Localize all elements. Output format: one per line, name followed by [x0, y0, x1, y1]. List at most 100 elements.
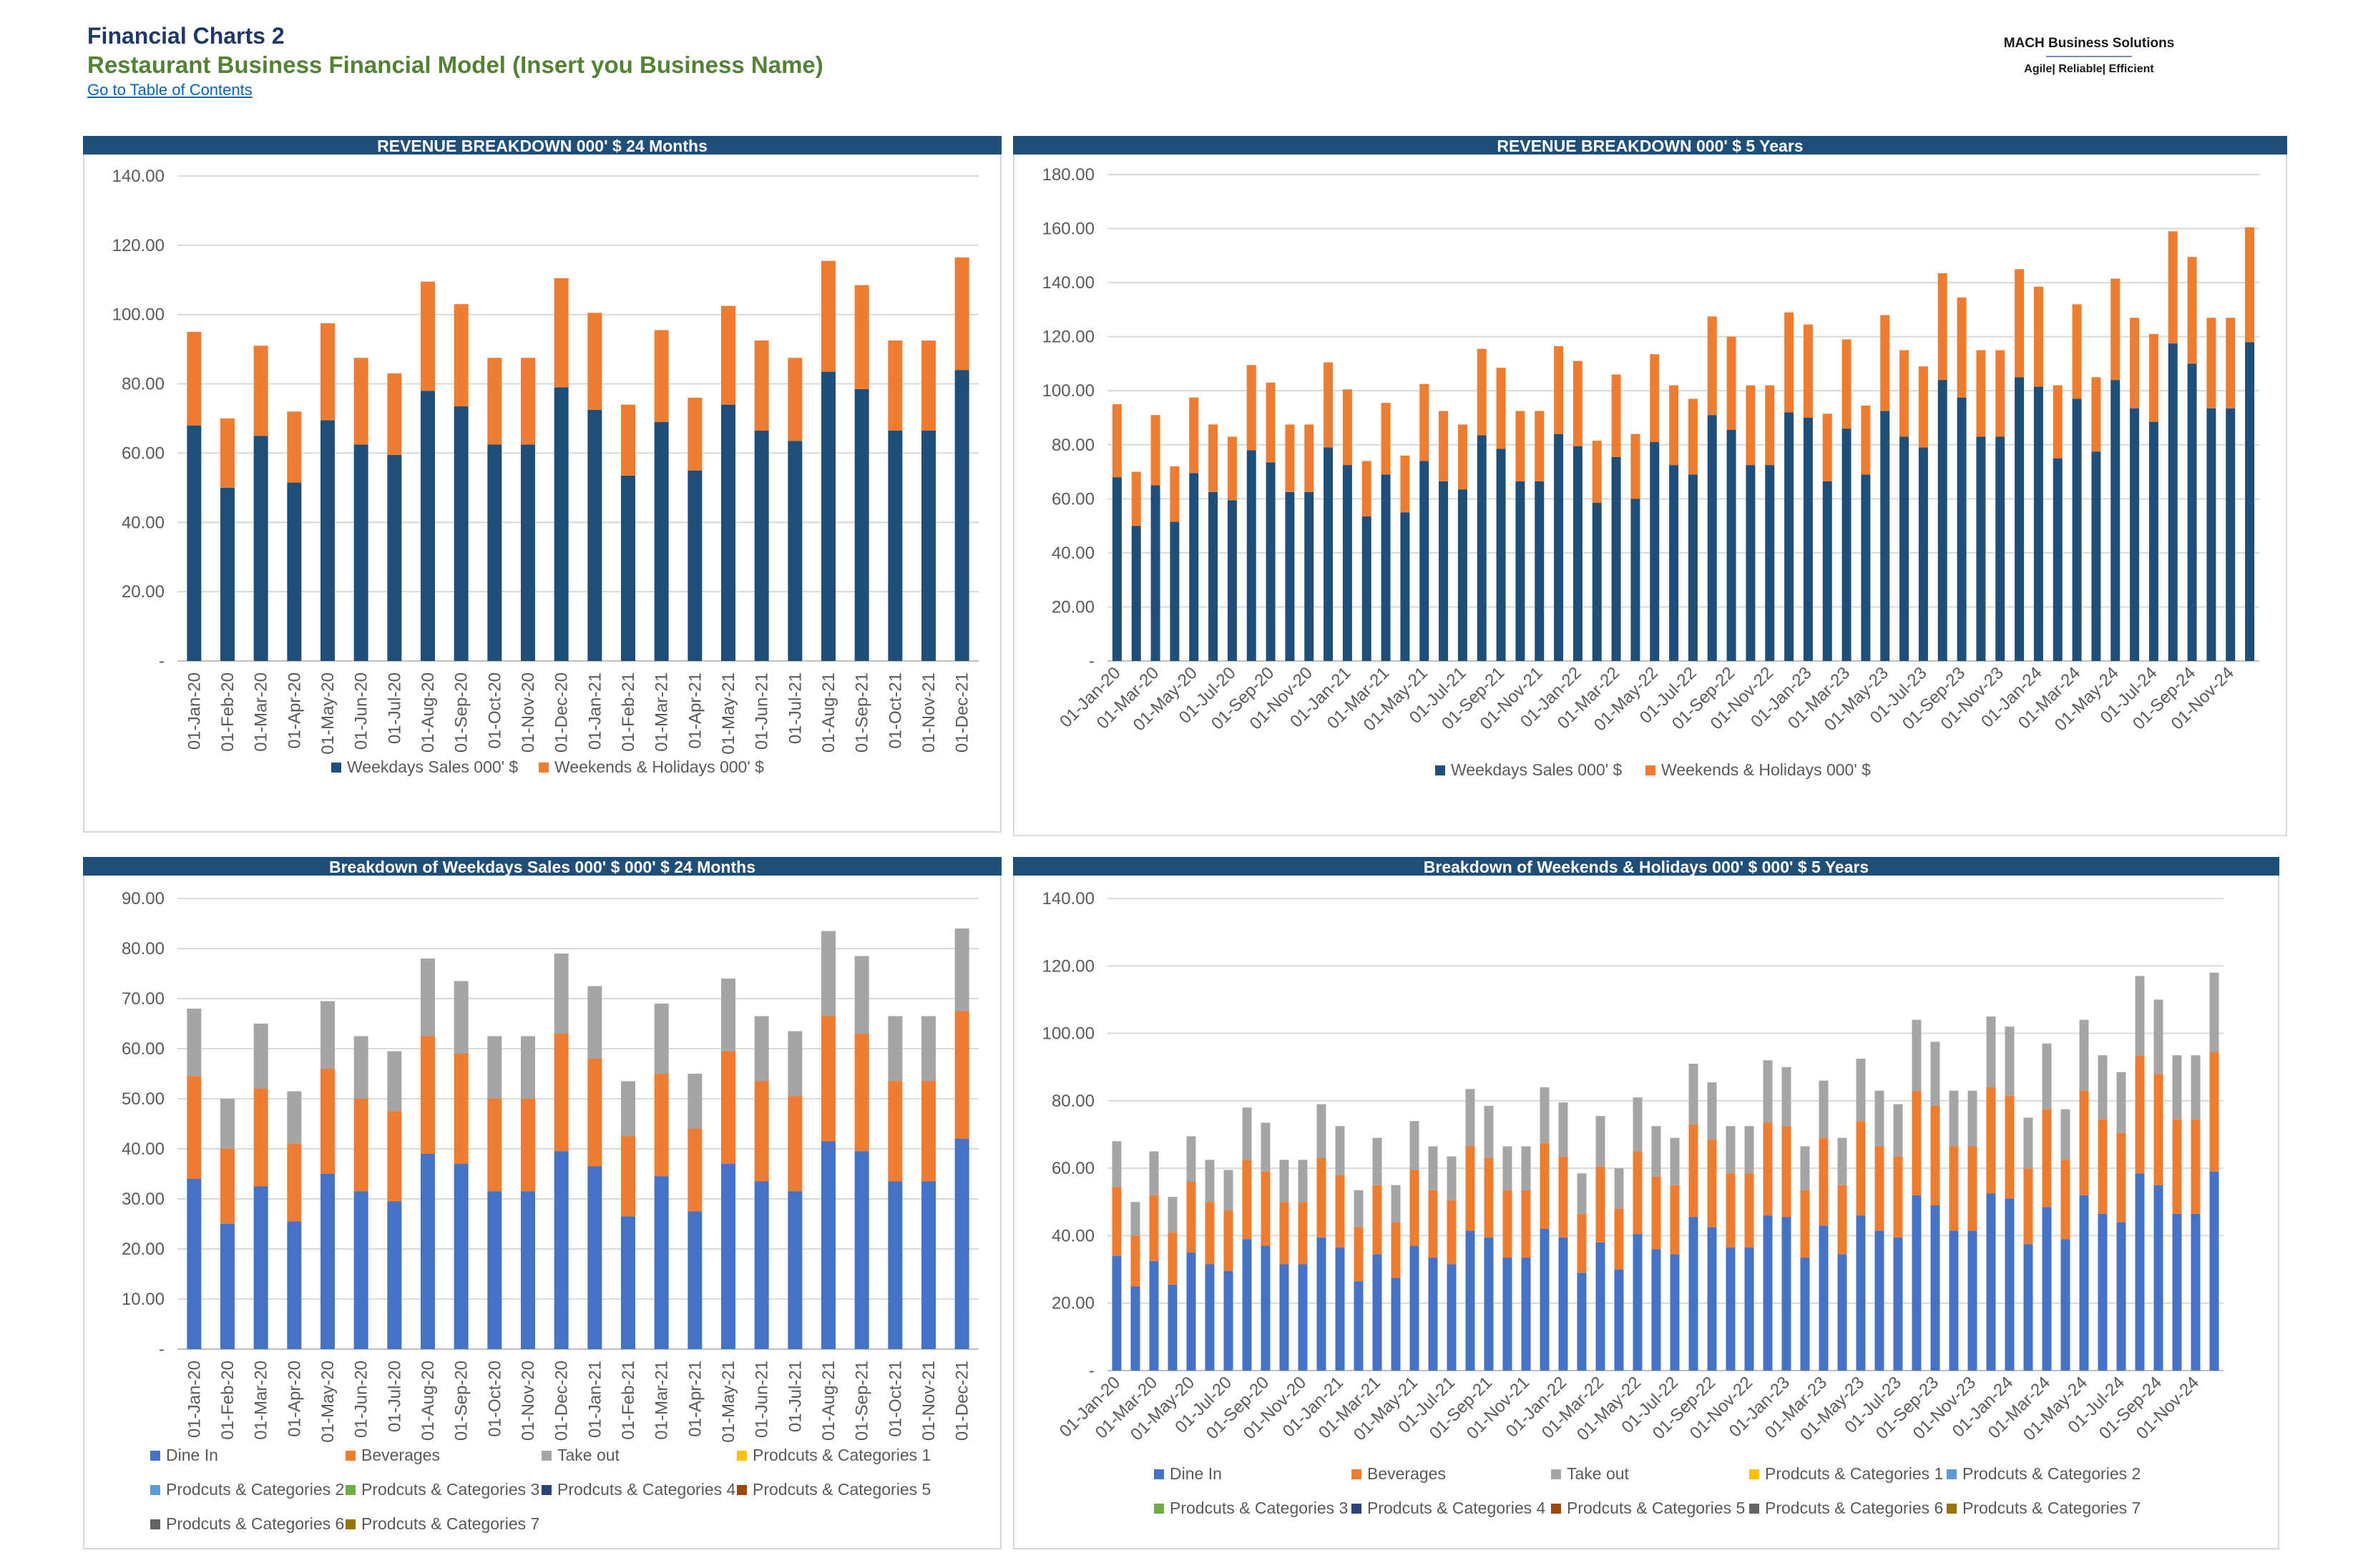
bar-beverages	[1688, 1124, 1698, 1217]
legend-label: Dine In	[1170, 1464, 1222, 1483]
bar-weekends-holidays-000	[387, 373, 402, 455]
x-tick-label: 01-Jan-21	[585, 672, 605, 750]
legend-label: Prodcuts & Categories 6	[1765, 1499, 1943, 1517]
company-logo: MACH Business Solutions Agile| Reliable|…	[1960, 36, 2218, 76]
bar-beverages	[1335, 1175, 1345, 1248]
bar-dine-in	[1912, 1195, 1922, 1371]
bar-beverages	[1967, 1146, 1977, 1231]
bar-weekdays-sales-000	[2091, 451, 2101, 661]
bar-beverages	[921, 1081, 936, 1182]
bar-take-out	[1261, 1122, 1271, 1172]
bar-weekdays-sales-000	[2148, 421, 2158, 661]
bar-weekdays-sales-000	[1381, 474, 1391, 661]
bar-take-out	[421, 959, 435, 1037]
bar-weekdays-sales-000	[387, 454, 402, 661]
bar-weekdays-sales-000	[220, 487, 235, 661]
bar-weekdays-sales-000	[1227, 500, 1237, 661]
bar-weekdays-sales-000	[1266, 462, 1276, 661]
legend-swatch	[1645, 765, 1655, 775]
bar-weekends-holidays-000	[1554, 346, 1564, 434]
bar-take-out	[1316, 1104, 1326, 1158]
bar-dine-in	[353, 1191, 368, 1349]
bar-weekdays-sales-000	[788, 441, 803, 661]
bar-take-out	[1112, 1141, 1122, 1187]
bar-take-out	[1707, 1082, 1717, 1140]
x-tick-label: 01-May-21	[719, 1361, 738, 1443]
bar-take-out	[187, 1009, 202, 1077]
legend-label: Weekends & Holidays 000' $	[554, 758, 764, 776]
legend-swatch	[1947, 1504, 1957, 1514]
x-tick-label: 01-Sep-21	[853, 1361, 872, 1441]
bar-take-out	[2098, 1055, 2108, 1119]
bar-take-out	[2042, 1043, 2052, 1109]
bar-take-out	[1763, 1060, 1773, 1123]
bar-dine-in	[521, 1191, 535, 1349]
bar-dine-in	[754, 1181, 769, 1349]
bar-take-out	[1912, 1019, 1922, 1091]
bar-beverages	[888, 1081, 903, 1182]
bar-beverages	[2209, 1052, 2219, 1172]
bar-beverages	[1930, 1105, 1940, 1205]
bar-beverages	[1633, 1151, 1643, 1235]
x-tick-label: 01-Oct-20	[485, 1361, 504, 1437]
bar-dine-in	[187, 1179, 202, 1349]
bar-weekends-holidays-000	[253, 346, 268, 436]
legend-swatch	[150, 1485, 160, 1495]
bar-weekends-holidays-000	[2187, 257, 2197, 364]
bar-take-out	[2079, 1019, 2089, 1091]
bar-weekends-holidays-000	[921, 340, 936, 431]
bar-weekdays-sales-000	[1630, 499, 1640, 661]
bar-take-out	[220, 1099, 235, 1149]
bar-weekdays-sales-000	[353, 444, 368, 661]
bar-weekends-holidays-000	[2072, 304, 2082, 399]
bar-weekdays-sales-000	[1899, 436, 1909, 661]
bar-beverages	[1558, 1156, 1568, 1238]
legend-swatch	[542, 1485, 552, 1495]
y-tick-label: 100.00	[1042, 1024, 1095, 1044]
x-tick-label: 01-Feb-21	[619, 1361, 638, 1440]
bar-beverages	[2098, 1119, 2108, 1214]
bar-take-out	[353, 1036, 368, 1099]
bar-beverages	[2060, 1160, 2070, 1240]
bar-dine-in	[888, 1181, 903, 1349]
chart-revenue-24-months: - 20.00 40.00 60.00 80.00 100.00 120.00 140.00 0…	[112, 167, 979, 776]
bar-dine-in	[554, 1151, 569, 1349]
bar-beverages	[2005, 1095, 2015, 1199]
bar-weekends-holidays-000	[1899, 350, 1909, 437]
bar-beverages	[1465, 1146, 1475, 1231]
bar-dine-in	[2079, 1195, 2089, 1371]
bar-weekends-holidays-000	[954, 257, 969, 371]
bar-dine-in	[1354, 1281, 1364, 1371]
y-tick-label: -	[159, 1340, 165, 1359]
bar-take-out	[1298, 1160, 1308, 1202]
bar-weekdays-sales-000	[187, 425, 202, 661]
bar-weekends-holidays-000	[1880, 315, 1890, 411]
bar-weekdays-sales-000	[888, 430, 903, 661]
bar-dine-in	[821, 1141, 836, 1349]
legend-label: Dine In	[166, 1446, 218, 1464]
legend-label: Beverages	[361, 1446, 440, 1464]
bar-beverages	[1112, 1187, 1122, 1256]
toc-link[interactable]: Go to Table of Contents	[87, 81, 253, 99]
bar-weekends-holidays-000	[1285, 424, 1295, 492]
bar-beverages	[2023, 1168, 2033, 1245]
bar-beverages	[2116, 1132, 2126, 1222]
bar-beverages	[1837, 1185, 1847, 1255]
bar-weekdays-sales-000	[1361, 516, 1371, 661]
bar-beverages	[1781, 1126, 1791, 1217]
bar-take-out	[1781, 1067, 1791, 1127]
x-tick-label: 01-Oct-21	[886, 1361, 905, 1437]
bar-beverages	[1540, 1142, 1550, 1229]
bar-weekends-holidays-000	[854, 285, 869, 389]
bar-dine-in	[621, 1216, 635, 1349]
bar-dine-in	[1540, 1229, 1550, 1371]
bar-dine-in	[1149, 1260, 1159, 1371]
bar-beverages	[1168, 1232, 1178, 1285]
bar-weekdays-sales-000	[1765, 465, 1775, 661]
bar-dine-in	[1484, 1237, 1494, 1371]
bar-beverages	[353, 1099, 368, 1192]
bar-dine-in	[1930, 1205, 1940, 1371]
chart-weekdays-breakdown: - 10.00 20.00 30.00 40.00 50.00 60.00 70.00 80.0…	[122, 889, 979, 1533]
bar-beverages	[954, 1011, 969, 1139]
bar-take-out	[788, 1031, 803, 1097]
